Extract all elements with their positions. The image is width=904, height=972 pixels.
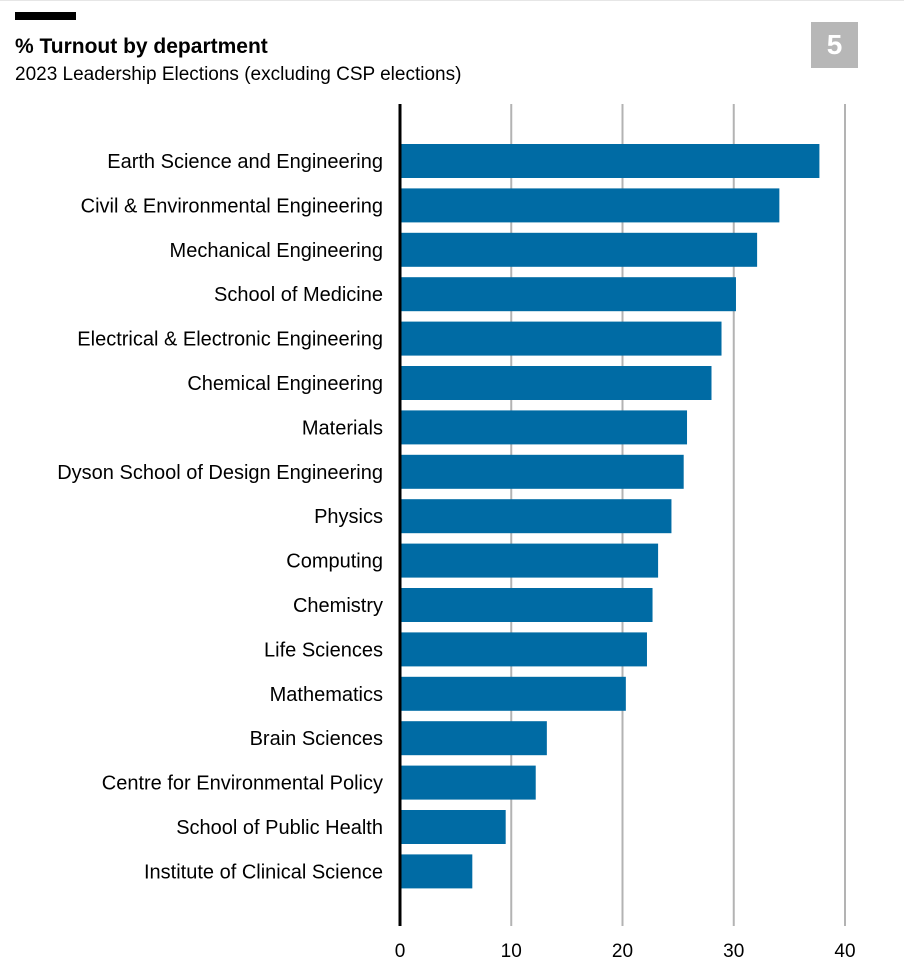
category-label: Electrical & Electronic Engineering [77,329,383,351]
bars [400,144,820,889]
bar [400,765,536,800]
x-tick-label: 10 [501,941,522,962]
x-tick-label: 30 [723,941,744,962]
category-labels: Earth Science and Engineering Civil & Env… [57,151,383,883]
category-label: School of Medicine [214,284,383,306]
bar [400,410,688,445]
x-tick-labels: 0 10 20 30 40 [395,941,856,962]
bar [400,499,672,534]
bar [400,321,722,356]
category-label: Mechanical Engineering [170,240,383,262]
category-label: Brain Sciences [250,728,383,750]
category-label: School of Public Health [176,817,383,839]
category-label: Dyson School of Design Engineering [57,462,383,484]
category-label: Earth Science and Engineering [107,151,383,173]
bar [400,144,820,178]
bar [400,543,659,578]
category-label: Physics [314,506,383,528]
bar [400,810,506,844]
category-label: Life Sciences [264,639,383,661]
category-label: Mathematics [270,684,383,706]
category-label: Materials [302,417,383,439]
bar [400,454,684,489]
x-tick-label: 20 [612,941,633,962]
x-tick-label: 0 [395,941,406,962]
bar [400,188,780,223]
bar [400,588,653,622]
bar [400,632,647,667]
category-label: Civil & Environmental Engineering [81,195,383,217]
bar [400,721,547,756]
bar [400,854,473,889]
top-divider [0,0,904,1]
category-label: Computing [286,551,383,573]
chart-title: % Turnout by department [15,35,268,58]
header-accent-bar [15,12,76,20]
bar [400,232,758,267]
bar [400,366,712,400]
category-label: Chemistry [293,595,383,617]
category-label: Chemical Engineering [187,373,383,395]
bar [400,277,736,312]
chart-subtitle: 2023 Leadership Elections (excluding CSP… [15,64,462,85]
x-tick-label: 40 [834,941,855,962]
bar [400,676,626,711]
category-label: Institute of Clinical Science [144,861,383,883]
category-label: Centre for Environmental Policy [102,773,383,795]
figure-number-badge: 5 [811,22,858,68]
